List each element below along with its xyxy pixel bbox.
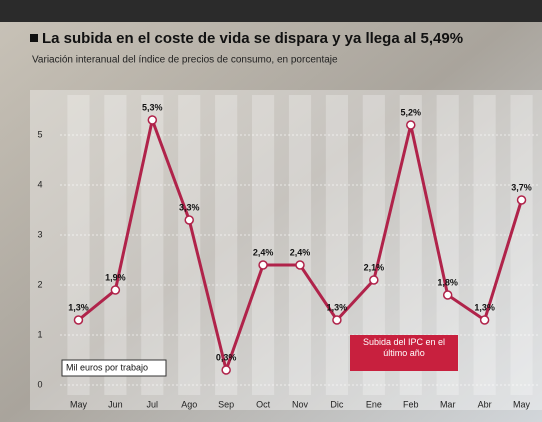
point	[333, 316, 341, 324]
data-label: 0,3%	[216, 352, 237, 362]
point	[407, 121, 415, 129]
point	[74, 316, 82, 324]
point	[259, 261, 267, 269]
y-tick-label: 3	[37, 229, 42, 239]
column-band	[289, 95, 311, 395]
data-label: 5,3%	[142, 102, 163, 112]
data-label: 1,9%	[105, 272, 126, 282]
column-band	[510, 95, 532, 395]
annotation: Subida del IPC en el último año	[352, 337, 456, 359]
annotation-wrap: Subida del IPC en el último año	[352, 337, 456, 369]
annotation: Mil euros por trabajo	[66, 362, 148, 372]
x-tick-label: Dic	[330, 399, 343, 409]
x-tick-label: May	[513, 399, 531, 409]
point	[222, 366, 230, 374]
chart: La subida en el coste de vida se dispara…	[0, 0, 542, 422]
column-band	[104, 95, 126, 395]
chart-subtitle: Variación interanual del índice de preci…	[32, 55, 338, 66]
point	[518, 196, 526, 204]
data-label: 2,4%	[290, 247, 311, 257]
x-tick-label: Oct	[256, 399, 271, 409]
y-tick-label: 2	[37, 279, 42, 289]
y-tick-label: 5	[37, 129, 42, 139]
x-tick-label: Mar	[440, 399, 456, 409]
x-tick-label: May	[70, 399, 88, 409]
column-band	[474, 95, 496, 395]
column-band	[178, 95, 200, 395]
data-label: 2,1%	[364, 262, 385, 272]
point	[148, 116, 156, 124]
point	[444, 291, 452, 299]
point	[481, 316, 489, 324]
top-band	[0, 0, 542, 22]
data-label: 1,3%	[68, 302, 89, 312]
y-tick-label: 1	[37, 329, 42, 339]
x-tick-label: Ene	[366, 399, 382, 409]
y-tick-label: 4	[37, 179, 42, 189]
column-band	[67, 95, 89, 395]
data-label: 3,3%	[179, 202, 200, 212]
y-tick-label: 0	[37, 379, 42, 389]
x-tick-label: Ago	[181, 399, 197, 409]
point	[185, 216, 193, 224]
chart-title: La subida en el coste de vida se dispara…	[42, 30, 463, 47]
point	[370, 276, 378, 284]
data-label: 1,8%	[437, 277, 458, 287]
data-label: 5,2%	[401, 107, 422, 117]
x-tick-label: Jun	[108, 399, 123, 409]
data-label: 1,3%	[474, 302, 495, 312]
x-tick-label: Feb	[403, 399, 419, 409]
x-tick-label: Nov	[292, 399, 309, 409]
column-band	[326, 95, 348, 395]
data-label: 2,4%	[253, 247, 274, 257]
point	[111, 286, 119, 294]
point	[296, 261, 304, 269]
x-tick-label: Abr	[478, 399, 492, 409]
data-label: 3,7%	[511, 182, 532, 192]
column-band	[252, 95, 274, 395]
x-tick-label: Sep	[218, 399, 234, 409]
x-tick-label: Jul	[147, 399, 159, 409]
title-bullet	[30, 34, 38, 42]
data-label: 1,3%	[327, 302, 348, 312]
